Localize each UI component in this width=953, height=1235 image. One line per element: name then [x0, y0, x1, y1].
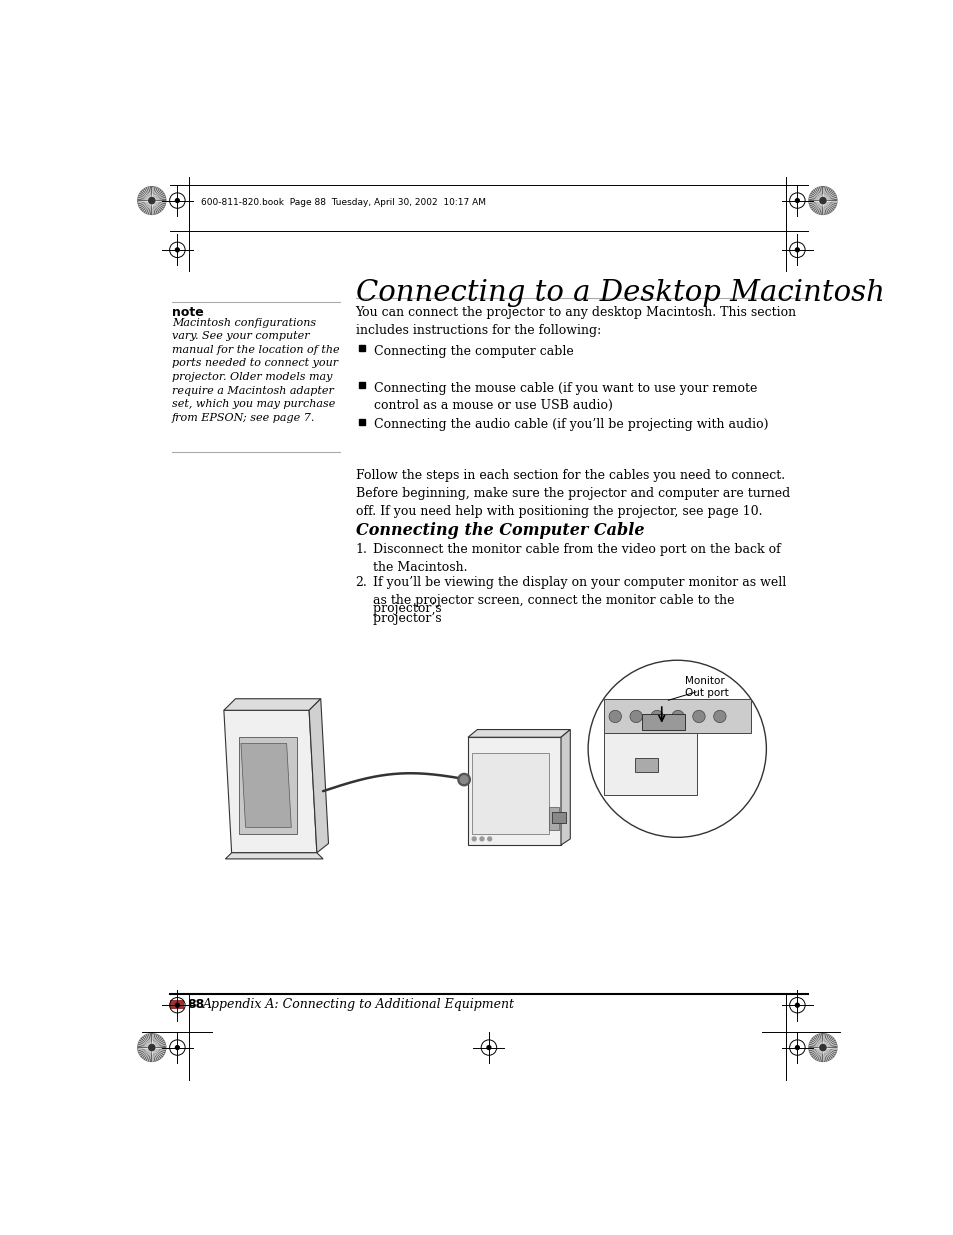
Circle shape [487, 837, 491, 841]
Circle shape [486, 1046, 491, 1050]
Bar [472, 752, 549, 834]
Bar [634, 758, 658, 772]
Circle shape [175, 248, 179, 252]
Circle shape [175, 199, 179, 203]
Text: 2.: 2. [355, 576, 367, 589]
Text: Connecting to a Desktop Macintosh: Connecting to a Desktop Macintosh [355, 279, 883, 308]
Text: Connecting the Computer Cable: Connecting the Computer Cable [355, 521, 643, 538]
Circle shape [795, 248, 799, 252]
Circle shape [650, 710, 662, 722]
Circle shape [457, 773, 470, 785]
Bar [603, 734, 696, 795]
Bar [239, 737, 297, 834]
Circle shape [671, 710, 683, 722]
Circle shape [692, 710, 704, 722]
Circle shape [713, 710, 725, 722]
Bar [603, 699, 750, 734]
Circle shape [608, 710, 620, 722]
Circle shape [795, 1003, 799, 1007]
Circle shape [795, 199, 799, 203]
Polygon shape [560, 730, 570, 845]
Bar [170, 1000, 183, 1009]
Circle shape [472, 837, 476, 841]
Circle shape [175, 1046, 179, 1050]
Text: Connecting the mouse cable (if you want to use your remote
control as a mouse or: Connecting the mouse cable (if you want … [374, 382, 757, 412]
Text: 600-811-820.book  Page 88  Tuesday, April 30, 2002  10:17 AM: 600-811-820.book Page 88 Tuesday, April … [200, 198, 485, 206]
Text: If you’ll be viewing the display on your computer monitor as well
as the project: If you’ll be viewing the display on your… [373, 576, 785, 625]
Circle shape [629, 710, 641, 722]
Circle shape [175, 1003, 179, 1007]
Polygon shape [241, 743, 291, 827]
Polygon shape [224, 710, 316, 852]
Circle shape [808, 1034, 836, 1061]
Text: You can connect the projector to any desktop Macintosh. This section
includes in: You can connect the projector to any des… [355, 306, 796, 337]
Polygon shape [225, 852, 323, 858]
Bar [551, 811, 565, 824]
Bar [468, 737, 560, 845]
Text: projector’s: projector’s [373, 601, 445, 615]
Circle shape [459, 776, 468, 783]
Circle shape [137, 186, 166, 215]
Text: Appendix A: Connecting to Additional Equipment: Appendix A: Connecting to Additional Equ… [203, 998, 515, 1011]
Text: Connecting the audio cable (if you’ll be projecting with audio): Connecting the audio cable (if you’ll be… [374, 419, 768, 431]
Text: Monitor
Out port: Monitor Out port [684, 676, 728, 698]
Polygon shape [309, 699, 328, 852]
Circle shape [479, 837, 483, 841]
Text: note: note [172, 306, 204, 319]
Circle shape [819, 1045, 825, 1051]
Text: Connecting the computer cable: Connecting the computer cable [374, 345, 574, 358]
Polygon shape [224, 699, 320, 710]
Text: Follow the steps in each section for the cables you need to connect.
Before begi: Follow the steps in each section for the… [355, 469, 789, 519]
Circle shape [808, 186, 836, 215]
Text: Disconnect the monitor cable from the video port on the back of
the Macintosh.: Disconnect the monitor cable from the vi… [373, 543, 780, 574]
Circle shape [819, 198, 825, 204]
Bar [549, 806, 558, 830]
Circle shape [795, 1046, 799, 1050]
Circle shape [137, 1034, 166, 1061]
Text: Macintosh configurations
vary. See your computer
manual for the location of the
: Macintosh configurations vary. See your … [172, 317, 339, 422]
Circle shape [149, 198, 154, 204]
Bar [641, 714, 684, 730]
Text: 1.: 1. [355, 543, 367, 556]
Text: 88: 88 [187, 998, 205, 1011]
Circle shape [149, 1045, 154, 1051]
Polygon shape [468, 730, 570, 737]
Circle shape [587, 661, 765, 837]
